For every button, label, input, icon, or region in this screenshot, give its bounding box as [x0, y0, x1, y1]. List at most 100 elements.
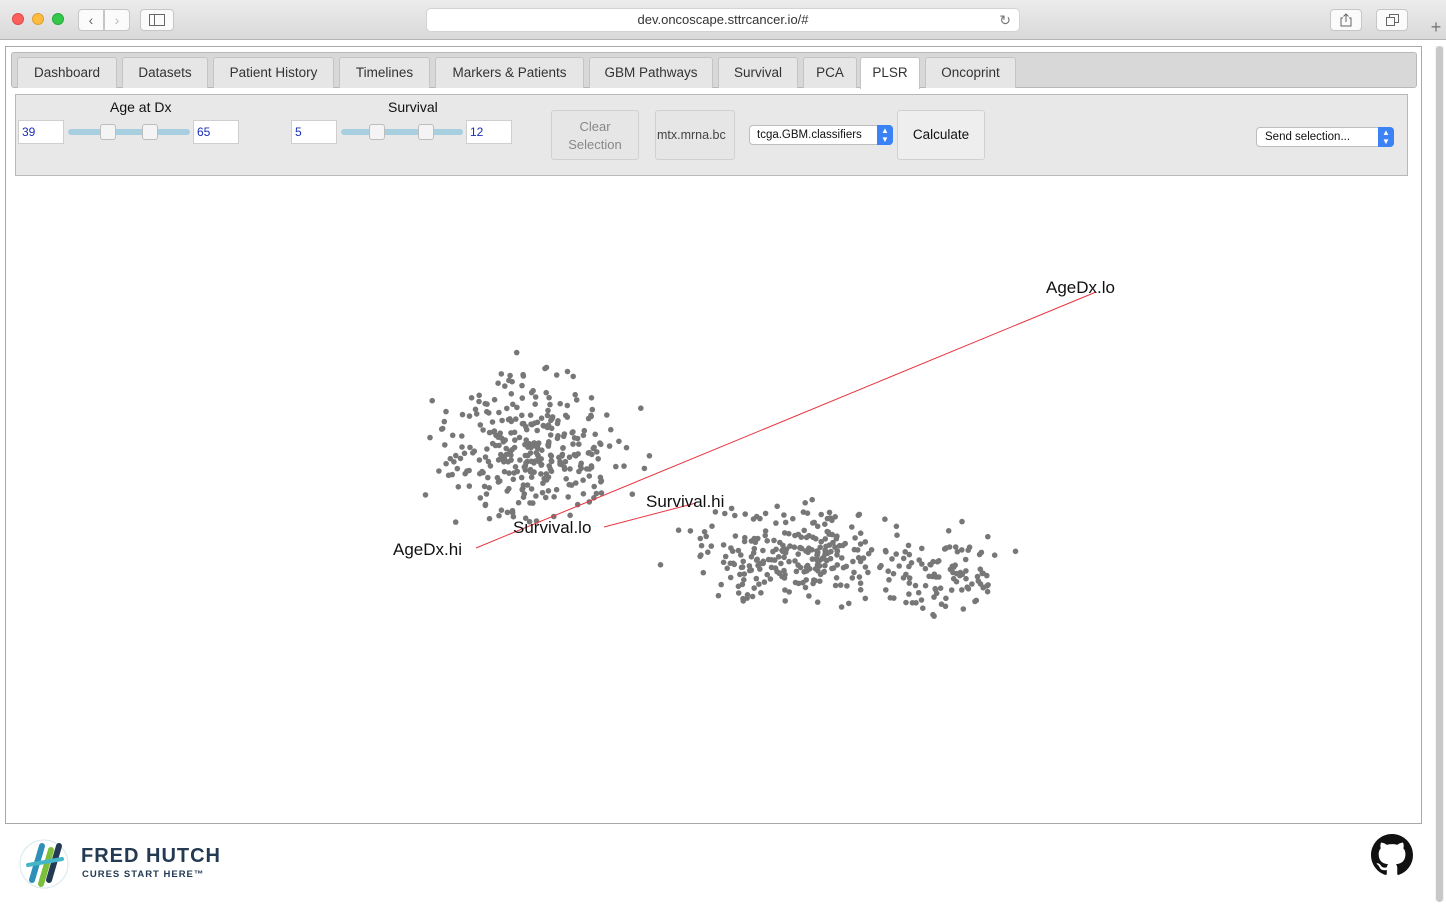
sample-point[interactable] [950, 575, 957, 582]
sample-point[interactable] [773, 520, 779, 526]
sample-point[interactable] [455, 484, 462, 490]
sample-point[interactable] [476, 392, 483, 399]
sample-point[interactable] [792, 558, 798, 564]
sample-point[interactable] [883, 549, 889, 555]
sample-point[interactable] [885, 568, 891, 574]
share-button[interactable] [1330, 9, 1362, 31]
sample-point[interactable] [526, 518, 533, 525]
sample-point[interactable] [739, 581, 746, 588]
sample-point[interactable] [843, 563, 850, 570]
sample-point[interactable] [495, 479, 502, 485]
sample-point[interactable] [564, 368, 571, 375]
sample-point[interactable] [503, 445, 510, 452]
sample-point[interactable] [485, 458, 492, 465]
sample-point[interactable] [597, 474, 604, 481]
sample-point[interactable] [724, 565, 730, 572]
sample-point[interactable] [799, 545, 805, 552]
sample-point[interactable] [570, 429, 576, 435]
sample-point[interactable] [486, 410, 492, 416]
sample-point[interactable] [522, 515, 529, 521]
sample-point[interactable] [746, 563, 753, 569]
sample-point[interactable] [547, 452, 554, 459]
sample-point[interactable] [862, 595, 869, 602]
sample-point[interactable] [732, 533, 739, 539]
sample-point[interactable] [903, 571, 909, 578]
sample-point[interactable] [851, 569, 857, 576]
sample-point[interactable] [943, 545, 949, 551]
sample-point[interactable] [551, 494, 557, 500]
sample-point[interactable] [554, 435, 561, 442]
sample-point[interactable] [816, 563, 823, 569]
sample-point[interactable] [482, 501, 489, 508]
sample-point[interactable] [504, 405, 510, 412]
sample-point[interactable] [809, 556, 816, 562]
sample-points[interactable] [422, 349, 1019, 619]
sample-point[interactable] [564, 402, 571, 409]
sample-point[interactable] [641, 465, 648, 472]
sample-point[interactable] [598, 490, 605, 496]
sample-point[interactable] [827, 555, 834, 562]
sample-point[interactable] [447, 455, 454, 462]
sample-point[interactable] [865, 550, 872, 557]
sample-point[interactable] [443, 408, 449, 415]
sample-point[interactable] [511, 470, 517, 476]
sample-point[interactable] [442, 442, 448, 448]
sample-point[interactable] [930, 558, 936, 565]
sample-point[interactable] [534, 443, 541, 450]
sample-point[interactable] [948, 587, 955, 593]
sample-point[interactable] [795, 551, 801, 557]
sample-point[interactable] [771, 537, 777, 544]
sample-point[interactable] [915, 589, 922, 596]
sample-point[interactable] [842, 540, 848, 547]
sample-point[interactable] [534, 427, 540, 434]
sample-point[interactable] [621, 463, 627, 469]
sample-point[interactable] [977, 566, 984, 572]
sample-point[interactable] [760, 547, 766, 554]
sample-point[interactable] [482, 400, 489, 407]
sample-point[interactable] [715, 592, 722, 599]
sample-point[interactable] [903, 599, 909, 606]
age-max-handle[interactable] [142, 124, 158, 140]
sample-point[interactable] [933, 590, 940, 597]
calculate-button[interactable]: Calculate [897, 110, 985, 160]
sample-point[interactable] [978, 549, 985, 556]
sample-point[interactable] [509, 446, 515, 453]
minimize-window-button[interactable] [32, 13, 44, 25]
sample-point[interactable] [751, 535, 758, 542]
sample-point[interactable] [906, 575, 913, 581]
sample-point[interactable] [597, 440, 603, 446]
plsr-scatter-plot[interactable]: AgeDx.lo AgeDx.hi Survival.hi Survival.l… [6, 177, 1420, 817]
sample-point[interactable] [822, 521, 828, 527]
sample-point[interactable] [553, 486, 560, 493]
sample-point[interactable] [760, 560, 766, 567]
sample-point[interactable] [767, 576, 774, 582]
sample-point[interactable] [833, 575, 840, 581]
sample-point[interactable] [534, 419, 541, 426]
sample-point[interactable] [738, 564, 745, 571]
sample-point[interactable] [517, 457, 523, 463]
sample-point[interactable] [919, 545, 925, 552]
sample-point[interactable] [480, 469, 486, 476]
sample-point[interactable] [963, 568, 969, 574]
sample-point[interactable] [851, 546, 858, 553]
sample-point[interactable] [761, 579, 768, 585]
sample-point[interactable] [932, 585, 938, 592]
sample-point[interactable] [545, 488, 552, 494]
sample-point[interactable] [764, 538, 770, 544]
sample-point[interactable] [832, 514, 838, 520]
sample-point[interactable] [712, 509, 719, 515]
sample-point[interactable] [543, 389, 549, 396]
sample-point[interactable] [561, 431, 568, 437]
sample-point[interactable] [629, 491, 636, 498]
sample-point[interactable] [523, 437, 529, 443]
sample-point[interactable] [510, 513, 517, 520]
sample-point[interactable] [525, 452, 531, 459]
back-button[interactable]: ‹ [78, 9, 104, 31]
sample-point[interactable] [511, 429, 518, 436]
sample-point[interactable] [846, 600, 852, 607]
sample-point[interactable] [791, 544, 798, 550]
github-icon[interactable] [1371, 834, 1413, 876]
sample-point[interactable] [985, 533, 991, 540]
sample-point[interactable] [457, 455, 464, 462]
sample-point[interactable] [515, 499, 522, 506]
